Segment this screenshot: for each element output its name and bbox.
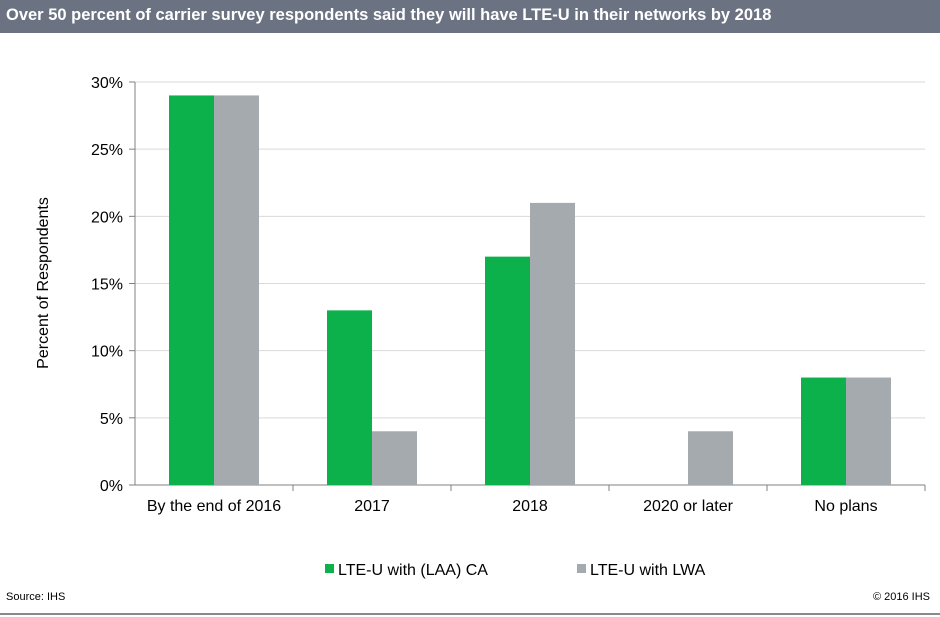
bar-laa-ca [169, 95, 214, 485]
legend-label: LTE-U with LWA [590, 562, 706, 579]
chart-title: Over 50 percent of carrier survey respon… [6, 6, 772, 24]
y-tick-label: 25% [91, 142, 123, 159]
bar-lwa [214, 95, 259, 485]
x-tick-label: 2020 or later [643, 498, 734, 515]
copyright-note: © 2016 IHS [872, 591, 930, 603]
y-tick-label: 10% [91, 344, 123, 361]
y-tick-label: 30% [91, 75, 123, 92]
legend-label: LTE-U with (LAA) CA [338, 562, 488, 579]
x-tick-label: No plans [814, 498, 877, 515]
y-tick-label: 0% [100, 478, 123, 495]
source-note: Source: IHS [6, 591, 66, 603]
bar-laa-ca [801, 377, 846, 485]
y-tick-label: 5% [100, 411, 123, 428]
bar-lwa [530, 202, 575, 485]
y-axis-label: Percent of Respondents [35, 197, 52, 369]
x-tick-label: By the end of 2016 [147, 498, 281, 515]
title-bar: Over 50 percent of carrier survey respon… [0, 0, 940, 33]
legend-swatch [577, 564, 586, 573]
bar-laa-ca [485, 256, 530, 485]
y-tick-label: 15% [91, 277, 123, 294]
x-tick-label: 2018 [512, 498, 548, 515]
legend-swatch [325, 564, 334, 573]
bar-lwa [372, 431, 417, 485]
bar-lwa [846, 377, 891, 485]
bottom-divider [0, 613, 940, 615]
bar-laa-ca [327, 310, 372, 485]
x-tick-label: 2017 [354, 498, 390, 515]
bar-lwa [688, 431, 733, 485]
y-tick-label: 20% [91, 209, 123, 226]
